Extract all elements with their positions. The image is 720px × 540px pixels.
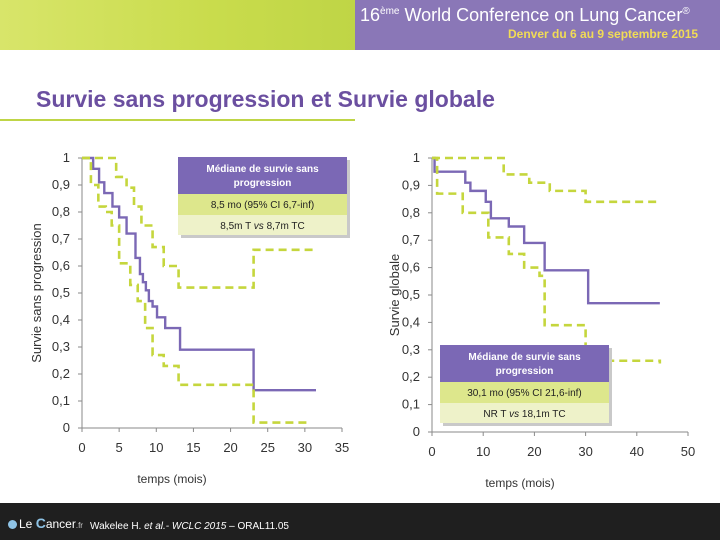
survival-curve: [82, 156, 316, 392]
box-header-text: progression: [496, 366, 554, 377]
box-header: [440, 345, 609, 382]
y-tick-label: 0,3: [402, 342, 420, 357]
footer-bar: [0, 503, 720, 540]
y-tick-label: 0,9: [402, 177, 420, 192]
box-row-2-a: NR T: [483, 409, 509, 420]
x-tick-label: 30: [298, 440, 312, 455]
y-tick-label: 0: [413, 424, 420, 439]
box-row-1: [178, 194, 347, 215]
y-tick-label: 0,5: [402, 287, 420, 302]
y-tick-label: 1: [413, 150, 420, 165]
citation: Wakelee H. et al.- WCLC 2015 – ORAL11.05: [90, 521, 289, 532]
y-tick-label: 0,1: [402, 397, 420, 412]
x-tick-label: 20: [527, 444, 541, 459]
box-header-text: progression: [234, 178, 292, 189]
conference-dates: Denver du 6 au 9 septembre 2015: [508, 27, 699, 41]
x-tick-label: 0: [428, 444, 435, 459]
box-row-2-b: 8,7m TC: [264, 221, 305, 232]
ci-line: [432, 156, 662, 364]
box-header: [178, 157, 347, 194]
y-tick-label: 0: [63, 420, 70, 435]
box-row-2: [440, 403, 609, 423]
y-tick-label: 0,1: [52, 393, 70, 408]
y-tick-label: 0,7: [402, 232, 420, 247]
x-tick-label: 25: [260, 440, 274, 455]
x-tick-label: 10: [476, 444, 490, 459]
y-tick-label: 0,2: [402, 369, 420, 384]
box-row-1-text: 30,1 mo (95% CI 21,6-inf): [467, 388, 582, 399]
ci-line: [82, 156, 309, 424]
box-row-2-text: 8,5m T vs 8,7m TC: [220, 221, 304, 232]
lecancer-logo: Le Cancer.fr: [8, 515, 83, 531]
logo-icon: [8, 520, 17, 530]
header-lung-decoration: [0, 0, 355, 50]
x-tick-label: 15: [186, 440, 200, 455]
y-axis-label: Survie sans progression: [29, 223, 44, 362]
ci-line: [432, 156, 660, 204]
title-underline: [0, 119, 355, 121]
x-tick-label: 10: [149, 440, 163, 455]
survival-curve: [432, 156, 660, 305]
box-row-1: [440, 382, 609, 403]
y-tick-label: 0,6: [52, 258, 70, 273]
y-tick-label: 0,8: [402, 205, 420, 220]
y-tick-label: 0,7: [52, 231, 70, 246]
box-row-2-a: 8,5m T: [220, 221, 254, 232]
y-tick-label: 0,4: [52, 312, 70, 327]
box-header-text: Médiane de survie sans: [468, 352, 581, 363]
y-tick-label: 0,8: [52, 204, 70, 219]
box-row-2-text: NR T vs 18,1m TC: [483, 409, 565, 420]
box-row-1-text: 8,5 mo (95% CI 6,7-inf): [211, 200, 314, 211]
y-tick-label: 0,6: [402, 260, 420, 275]
y-tick-label: 0,3: [52, 339, 70, 354]
ci-line: [82, 156, 316, 289]
y-tick-label: 0,2: [52, 366, 70, 381]
box-row-2-vs: vs: [509, 409, 519, 420]
x-tick-label: 50: [681, 444, 695, 459]
slide-title: Survie sans progression et Survie global…: [36, 86, 495, 112]
conference-title: 16ème World Conference on Lung Cancer®: [360, 5, 690, 25]
box-row-2: [178, 215, 347, 235]
x-tick-label: 40: [630, 444, 644, 459]
x-tick-label: 20: [223, 440, 237, 455]
x-axis-label: temps (mois): [485, 476, 554, 490]
x-tick-label: 30: [578, 444, 592, 459]
y-tick-label: 0,5: [52, 285, 70, 300]
y-axis-label: Survie globale: [387, 254, 402, 336]
x-axis-label: temps (mois): [137, 472, 206, 486]
box-header-text: Médiane de survie sans: [206, 164, 319, 175]
box-row-2-vs: vs: [254, 221, 264, 232]
x-tick-label: 35: [335, 440, 349, 455]
x-tick-label: 5: [116, 440, 123, 455]
x-tick-label: 0: [78, 440, 85, 455]
y-tick-label: 0,4: [402, 314, 420, 329]
y-tick-label: 1: [63, 150, 70, 165]
box-row-2-b: 18,1m TC: [519, 409, 566, 420]
y-tick-label: 0,9: [52, 177, 70, 192]
